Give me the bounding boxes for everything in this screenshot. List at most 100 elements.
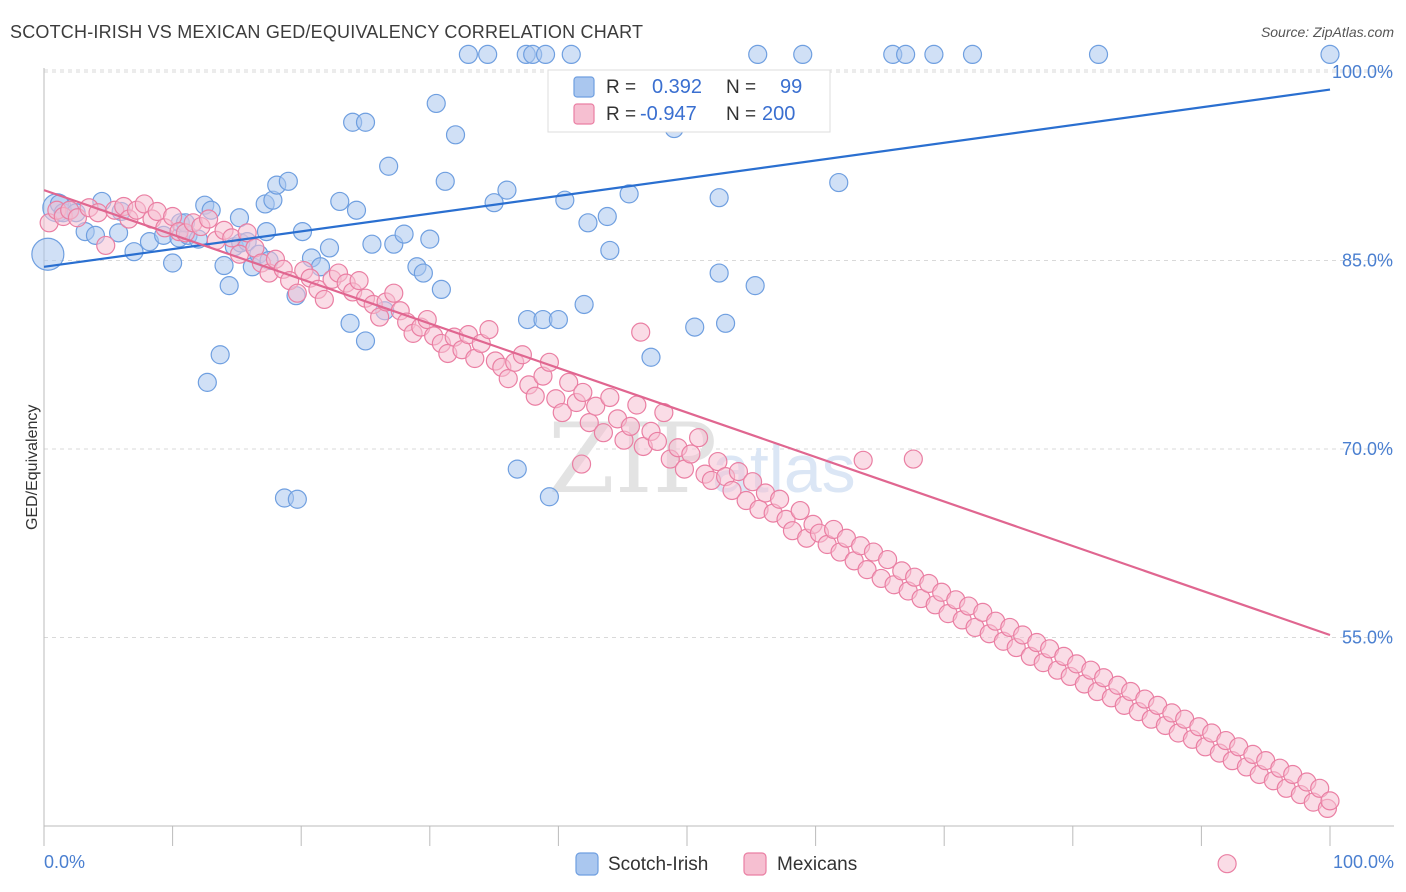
scotch-irish-point [745, 276, 765, 296]
mexicans-point [579, 413, 599, 433]
mexicans-point [708, 451, 728, 472]
scotch-irish-point [561, 44, 581, 65]
scotch-irish-point [394, 224, 414, 244]
scotch-irish-point [330, 191, 350, 212]
mexicans-point [559, 372, 579, 392]
mexicans-point [600, 387, 620, 408]
scotch-irish-point [340, 313, 360, 333]
scotch-irish-trend-line [43, 88, 1331, 268]
mexicans-point [314, 289, 334, 310]
mexicans-point [742, 472, 763, 492]
scotch-irish-point [278, 171, 298, 191]
mexicans-point [1320, 791, 1340, 811]
y-tick-label: 85.0% [1342, 251, 1393, 271]
scotch-irish-point [214, 255, 234, 276]
legend-r-value-1: 0.392 [652, 76, 702, 98]
scotch-irish-point [163, 253, 183, 273]
mexicans-point [728, 462, 749, 482]
scotch-irish-point [287, 489, 307, 509]
legend-n-label-1: N = [726, 77, 756, 98]
legend-swatch-blue [573, 76, 595, 98]
legend-n-value-1: 99 [780, 76, 802, 98]
mexicans-point [1217, 854, 1237, 874]
mexicans-point [573, 382, 593, 403]
scotch-irish-point [748, 44, 768, 65]
mexicans-points [39, 194, 1340, 874]
mexicans-point [287, 283, 307, 303]
scotch-irish-point [641, 347, 661, 367]
scotch-irish-point [685, 317, 705, 337]
mexicans-point [479, 320, 499, 340]
scotch-irish-point [197, 372, 217, 392]
scotch-irish-point [597, 206, 617, 227]
mexicans-point [552, 402, 572, 423]
legend-swatch-scotch-irish [575, 852, 599, 876]
y-tick-label: 55.0% [1342, 628, 1393, 648]
legend-swatch-pink [573, 103, 595, 125]
mexicans-trend-line [43, 189, 1331, 637]
y-tick-label: 100.0% [1332, 62, 1393, 82]
scotch-irish-point [1088, 44, 1109, 65]
mexicans-point [688, 428, 709, 448]
scotch-irish-point [478, 44, 498, 65]
x-tick-label-max: 100.0% [1333, 852, 1394, 872]
scotch-irish-point [426, 93, 446, 114]
scotch-irish-point [229, 208, 250, 228]
scotch-irish-point [108, 223, 129, 243]
scotch-irish-point [829, 172, 849, 193]
mexicans-point [878, 549, 898, 570]
mexicans-point [199, 209, 219, 229]
mexicans-point [681, 444, 701, 464]
scotch-irish-point [379, 156, 399, 176]
scotch-irish-point [574, 294, 594, 315]
scotch-irish-point [435, 171, 455, 191]
scotch-irish-point [497, 180, 517, 200]
mexicans-point [498, 369, 518, 389]
scotch-irish-point [319, 238, 340, 258]
scotch-irish-point [507, 459, 527, 479]
scotch-irish-point [210, 345, 230, 365]
scotch-irish-point [445, 125, 466, 145]
scotch-irish-point [793, 44, 813, 65]
mexicans-point [620, 416, 641, 436]
scotch-irish-point [413, 263, 433, 283]
scotch-irish-point [539, 487, 559, 507]
mexicans-point [857, 560, 877, 580]
mexicans-point [571, 454, 592, 474]
scotch-irish-point [548, 309, 569, 330]
scotch-irish-point [896, 44, 916, 65]
grid-lines [44, 69, 1394, 638]
mexicans-point [790, 500, 810, 521]
legend-swatch-mexicans [743, 852, 767, 876]
scotch-irish-point [535, 44, 556, 65]
scotch-irish-point [709, 263, 729, 283]
chart-source: Source: ZipAtlas.com [1260, 24, 1394, 40]
mexicans-point [1310, 778, 1330, 798]
scotch-irish-point [355, 331, 376, 351]
scotch-irish-point [420, 229, 440, 249]
scotch-irish-point [31, 237, 65, 271]
stats-legend: R = 0.392 N = 99 R = -0.947 N = 200 [547, 69, 831, 133]
mexicans-point [96, 235, 116, 256]
mexicans-point [349, 271, 369, 291]
y-tick-label: 70.0% [1342, 439, 1393, 459]
mexicans-point [525, 386, 545, 406]
axes [43, 68, 1394, 846]
legend-r-label-2: R = [606, 104, 636, 125]
legend-r-label-1: R = [606, 77, 636, 98]
mexicans-point [627, 395, 647, 415]
mexicans-point [593, 423, 614, 443]
scotch-irish-point [346, 200, 367, 220]
y-tick-labels: 55.0% 70.0% 85.0% 100.0% [1332, 62, 1393, 648]
scotch-irish-point [362, 234, 382, 254]
mexicans-point [384, 283, 404, 303]
legend-n-value-2: 200 [762, 103, 795, 125]
mexicans-point [769, 489, 790, 509]
scotch-irish-point [431, 279, 451, 300]
mexicans-point [722, 480, 742, 501]
scotch-irish-point [924, 44, 944, 65]
mexicans-point [586, 396, 606, 416]
mexicans-point [631, 322, 651, 342]
scotch-irish-point [1320, 44, 1340, 65]
